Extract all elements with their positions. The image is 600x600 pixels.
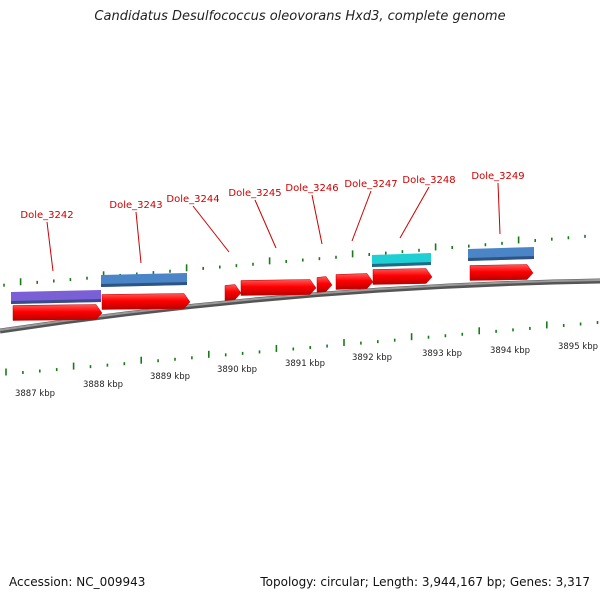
cds-arrow <box>240 279 317 296</box>
cyan-feature-bar-shadow <box>372 262 431 267</box>
gene-label: Dole_3246 <box>285 183 338 194</box>
purple-feature-bar-shadow <box>11 299 101 304</box>
accession-text: Accession: NC_009943 <box>9 575 146 589</box>
cds-arrow <box>12 304 103 321</box>
gene-label: Dole_3242 <box>20 210 73 221</box>
gene-label: Dole_3245 <box>228 188 281 199</box>
gene-label: Dole_3247 <box>344 179 397 190</box>
cds-arrow <box>469 264 534 281</box>
gene-leader-line <box>192 205 230 253</box>
gene-leader-line <box>311 194 323 245</box>
cds-arrow <box>224 284 242 301</box>
kbp-scale-label: 3891 kbp <box>285 359 325 369</box>
cds-arrow <box>335 273 374 290</box>
gene-leader-line <box>497 182 501 235</box>
steelblue-feature-bar-shadow <box>101 282 187 287</box>
kbp-scale-label: 3888 kbp <box>83 380 123 390</box>
map-title: Candidatus Desulfococcus oleovorans Hxd3… <box>94 9 506 24</box>
steelblue-feature-bar-shadow <box>468 256 534 261</box>
gene-label: Dole_3249 <box>471 171 524 182</box>
gene-leader-line <box>135 211 142 264</box>
gene-leader-line <box>351 190 372 242</box>
cds-arrow <box>101 293 191 310</box>
genome-summary-text: Topology: circular; Length: 3,944,167 bp… <box>260 575 590 589</box>
cds-arrow <box>316 276 333 293</box>
gene-label: Dole_3248 <box>402 175 455 186</box>
kbp-scale-label: 3889 kbp <box>150 372 190 382</box>
gene-label: Dole_3244 <box>166 194 219 205</box>
kbp-scale-label: 3894 kbp <box>490 346 530 356</box>
cds-arrow <box>372 268 433 285</box>
kbp-scale-label: 3890 kbp <box>217 365 257 375</box>
kbp-scale-label: 3895 kbp <box>558 342 598 352</box>
gene-leader-line <box>399 186 430 239</box>
kbp-scale-label: 3887 kbp <box>15 389 55 399</box>
gene-leader-line <box>254 199 277 249</box>
kbp-scale-label: 3892 kbp <box>352 353 392 363</box>
gene-label: Dole_3243 <box>109 200 162 211</box>
gene-leader-line <box>46 221 54 272</box>
kbp-scale-label: 3893 kbp <box>422 349 462 359</box>
